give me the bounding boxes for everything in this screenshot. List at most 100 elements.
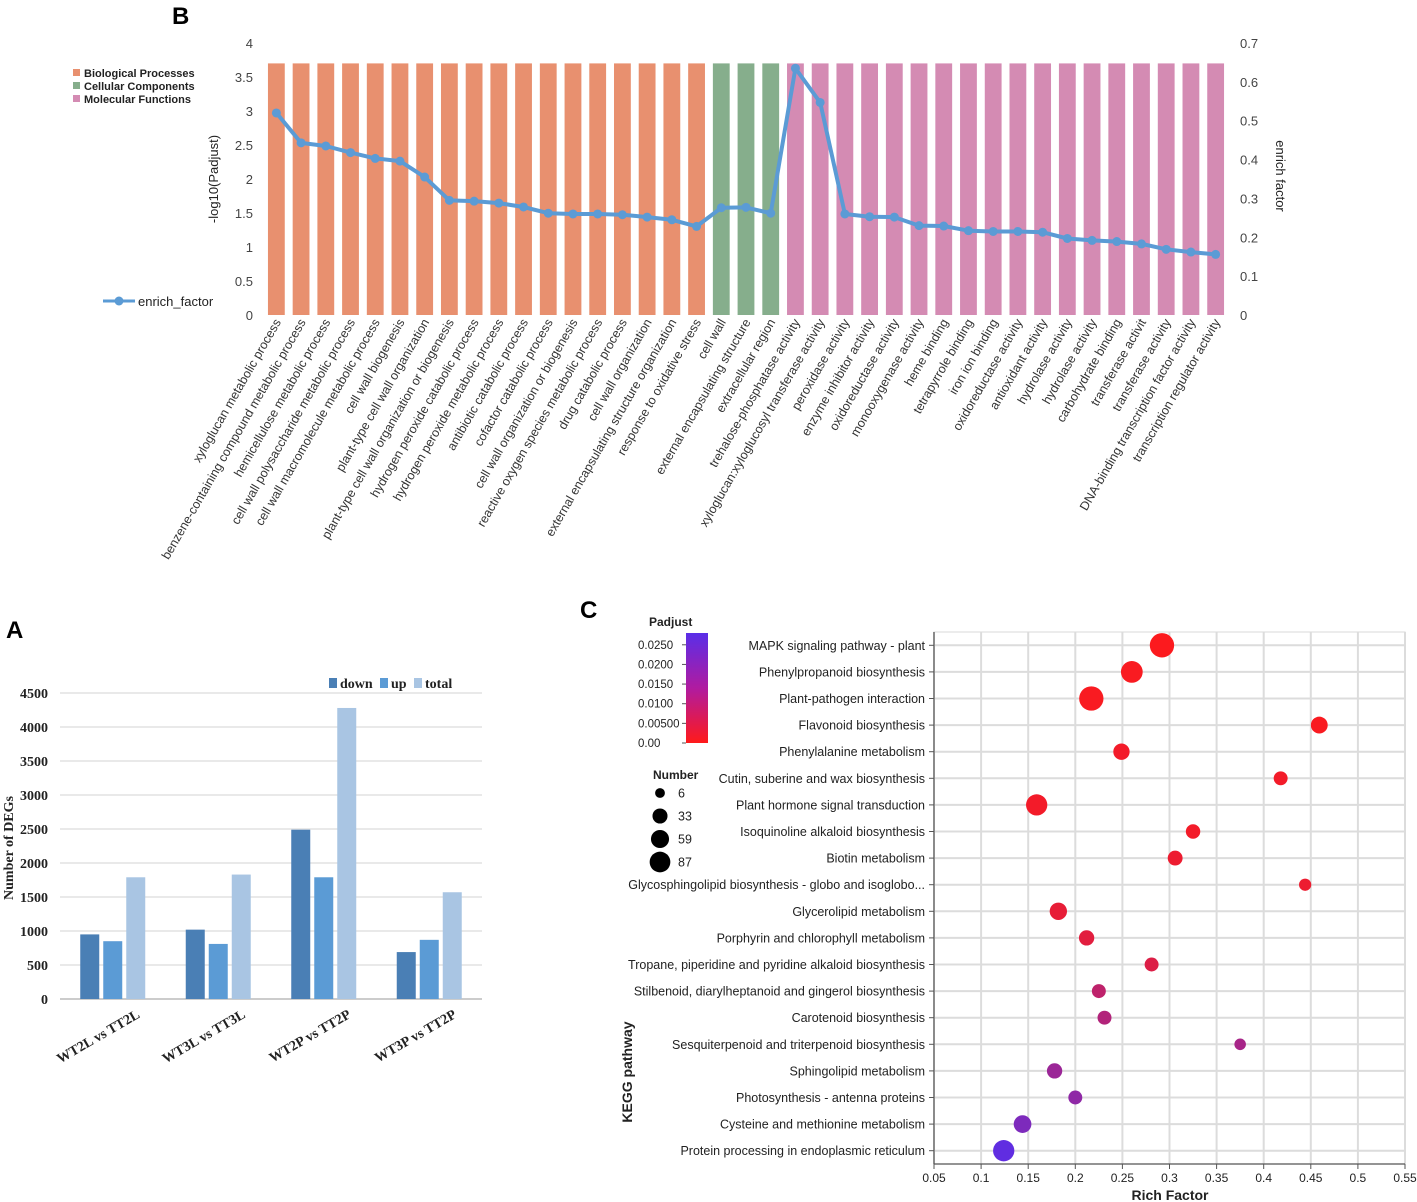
b-enrich-point — [815, 97, 825, 107]
b-enrich-point — [1112, 237, 1122, 247]
b-bar — [292, 63, 310, 316]
b-bar — [614, 63, 631, 316]
c-xtick-label: 0.55 — [1393, 1171, 1417, 1185]
c-pathway-label: Phenylpropanoid biosynthesis — [759, 665, 925, 679]
b-enrich-point — [840, 209, 850, 219]
b-bar — [935, 63, 953, 316]
c-xtick-label: 0.3 — [1161, 1171, 1178, 1185]
b-bar — [910, 63, 928, 316]
c-pathway-label: Glycerolipid metabolism — [792, 905, 925, 919]
b-enrich-point — [988, 226, 998, 236]
b-enrich-factor-points — [271, 63, 1221, 259]
c-pathway-label: Isoquinoline alkaloid biosynthesis — [740, 825, 925, 839]
a-ytick-label: 1500 — [20, 891, 48, 906]
c-xtick-label: 0.2 — [1067, 1171, 1084, 1185]
b-bar — [836, 63, 854, 316]
b-bar — [1157, 63, 1175, 316]
a-bar-total — [337, 707, 357, 999]
b-ytick-label: 0.5 — [235, 274, 253, 289]
b-bar — [737, 63, 755, 316]
b-enrich-point — [1211, 249, 1221, 259]
b-bar — [885, 63, 903, 316]
c-pathway-label: Phenylalanine metabolism — [779, 745, 925, 759]
c-point — [1149, 633, 1175, 658]
b-enrich-point — [321, 141, 331, 151]
c-pathway-label: Sphingolipid metabolism — [790, 1064, 926, 1078]
legend-down: down — [340, 677, 373, 692]
c-point — [1273, 771, 1288, 786]
b-y2tick-label: 0.4 — [1240, 153, 1258, 168]
panel-label-b: B — [172, 3, 189, 30]
b-bar — [688, 63, 705, 316]
b-bar — [787, 63, 804, 316]
b-enrich-point — [1136, 239, 1146, 249]
b-enrich-point — [420, 172, 430, 182]
b-y2tick-label: 0.2 — [1240, 230, 1258, 245]
a-ytick-label: 500 — [27, 959, 48, 974]
number-legend-dot — [655, 788, 665, 798]
a-legend: down up total — [329, 677, 452, 692]
legend-up: up — [391, 677, 407, 692]
c-pathway-label: Protein processing in endoplasmic reticu… — [680, 1144, 925, 1158]
c-pathway-label: Stilbenoid, diarylheptanoid and gingerol… — [634, 985, 925, 999]
b-bar — [1182, 63, 1200, 316]
legend-enrich-factor: enrich_factor — [138, 294, 214, 309]
c-point — [1234, 1038, 1246, 1051]
a-bar-total — [231, 874, 251, 999]
b-bar — [440, 63, 458, 316]
b-enrich-point — [939, 221, 949, 231]
a-bar-down — [291, 829, 311, 999]
number-legend-label: 87 — [678, 856, 692, 870]
b-bar — [366, 63, 384, 316]
b-enrich-point — [543, 208, 553, 218]
b-bar — [490, 63, 508, 316]
b-enrich-point — [766, 208, 776, 218]
padjust-tick-label: 0.0100 — [638, 699, 673, 711]
legend-mf: Molecular Functions — [84, 94, 191, 106]
c-pathway-label: Photosynthesis - antenna proteins — [736, 1091, 925, 1105]
b-enrich-point — [1038, 227, 1048, 237]
c-point — [1185, 824, 1201, 839]
c-x-axis-title: Rich Factor — [1131, 1187, 1209, 1202]
padjust-tick-label: 0.0250 — [638, 640, 673, 652]
b-enrich-point — [444, 195, 454, 205]
c-xtick-label: 0.05 — [922, 1171, 946, 1185]
c-point — [993, 1140, 1015, 1162]
legend-swatch-mf — [73, 95, 80, 102]
b-enrich-point — [568, 209, 578, 219]
b-ytick-label: 2 — [246, 172, 253, 187]
c-pathway-label: Plant-pathogen interaction — [779, 692, 925, 706]
c-point — [1091, 984, 1106, 999]
b-bar — [1009, 63, 1027, 316]
b-enrich-point — [963, 226, 973, 236]
b-ytick-label: 1 — [246, 240, 253, 255]
a-ytick-label: 4500 — [20, 687, 48, 702]
b-bars — [267, 63, 1225, 316]
b-enrich-point — [914, 221, 924, 231]
number-legend-title: Number — [653, 768, 699, 782]
b-bar — [712, 63, 730, 316]
a-bar-down — [80, 934, 100, 999]
c-pathway-labels: MAPK signaling pathway - plant Phenylprop… — [628, 639, 934, 1158]
c-point — [1299, 878, 1312, 891]
b-ytick-label: 2.5 — [235, 138, 253, 153]
c-xtick-label: 0.4 — [1255, 1171, 1272, 1185]
c-point — [1120, 661, 1143, 683]
b-enrich-point — [617, 210, 627, 220]
b-enrich-point — [1062, 233, 1072, 243]
legend-line-marker — [114, 296, 124, 306]
b-enrich-point — [865, 212, 875, 222]
a-category-labels: WT2L vs TT2L WT3L vs TT3L WT2P vs TT2P WT3P… — [55, 1007, 460, 1067]
a-bar-up — [208, 943, 228, 999]
c-pathway-label: Porphyrin and chlorophyll metabolism — [717, 931, 925, 945]
c-x-axis: 0.05 0.1 0.15 0.2 0.25 0.3 0.35 0.4 0.45 0.5 0.55 — [922, 1164, 1417, 1185]
a-bar-up — [314, 877, 334, 999]
b-ytick-label: 3.5 — [235, 70, 253, 85]
a-ytick-label: 2500 — [20, 823, 48, 838]
c-pathway-label: Tropane, piperidine and pyridine alkaloi… — [628, 958, 925, 972]
b-enrich-point — [395, 156, 405, 166]
c-point — [1167, 850, 1183, 866]
b-bar — [391, 63, 409, 316]
panel-c-kegg-chart: MAPK signaling pathway - plant Phenylprop… — [619, 615, 1417, 1202]
number-legend-dot — [650, 829, 670, 849]
